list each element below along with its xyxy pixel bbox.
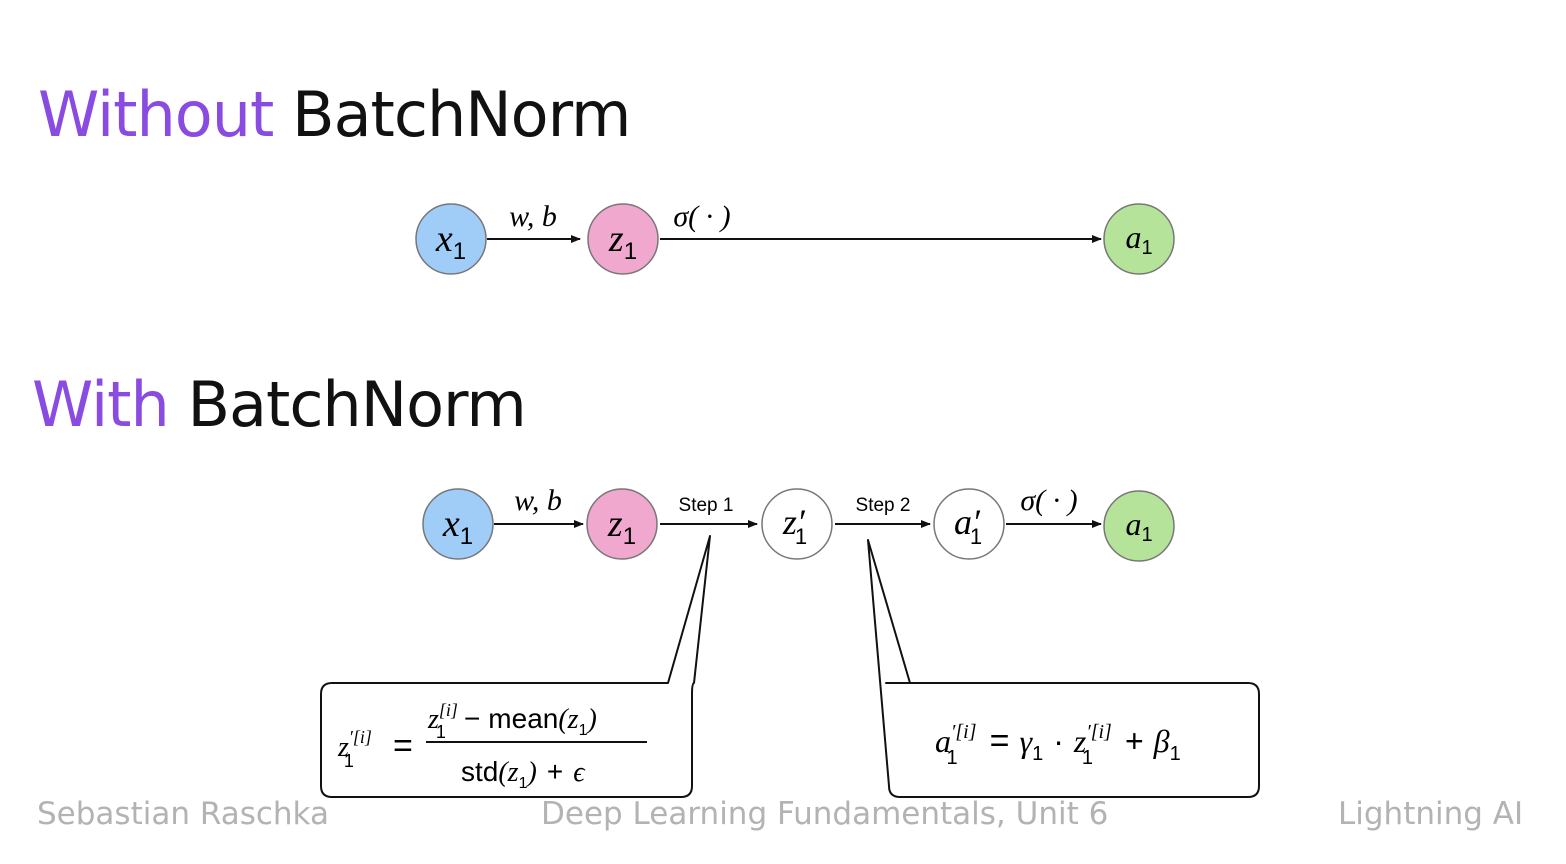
diagram-without-batchnorm: x1 z1 a1 w, b σ( · ): [415, 200, 1175, 275]
title-rest-word: BatchNorm: [292, 78, 631, 151]
title-accent-word: Without: [38, 78, 274, 151]
callout-step2-bubble: [867, 539, 1260, 798]
node-x1: [415, 203, 487, 275]
formula-step1-equals: =: [393, 727, 413, 765]
formula-step2: a′[i] 1 = γ1 · z′[i] 1 + β1: [935, 721, 1181, 769]
node-a1: [1103, 490, 1175, 562]
node-a1-prime-label: a′1: [954, 502, 982, 549]
callout-step1-bubble: [320, 535, 711, 798]
edge-label-weights-bias: w, b: [514, 484, 562, 517]
node-x1: [422, 488, 494, 560]
callout-step1: z′[i] 1 = z[i] 1− mean(z1) std(z1) + ϵ: [320, 535, 711, 798]
node-x1-label: x1: [442, 503, 473, 550]
node-z1: [586, 488, 658, 560]
footer-organization: Lightning AI: [1338, 796, 1524, 832]
edge-label-step1: Step 1: [679, 495, 734, 516]
formula-step1-denominator: std(z1) + ϵ: [461, 756, 586, 792]
footer-author: Sebastian Raschka: [37, 796, 329, 832]
edge-label-step2: Step 2: [856, 495, 911, 516]
node-a1-label: a1: [1125, 506, 1152, 546]
callout-step2: a′[i] 1 = γ1 · z′[i] 1 + β1: [867, 539, 1260, 798]
formula-step1-numerator: z[i] 1− mean(z1): [427, 700, 597, 742]
node-a1-label: a1: [1125, 219, 1152, 259]
title-rest-word: BatchNorm: [187, 368, 527, 441]
node-a1-prime: [933, 488, 1005, 560]
title-accent-word: With: [32, 368, 170, 441]
node-x1-label: x1: [435, 218, 466, 265]
node-z1-label: z1: [607, 503, 636, 550]
title-without-batchnorm: Without BatchNorm: [38, 78, 631, 151]
edge-label-weights-bias: w, b: [509, 200, 557, 233]
title-with-batchnorm: With BatchNorm: [32, 368, 527, 441]
node-z1-prime-label: z′1: [782, 502, 807, 549]
node-z1-label: z1: [608, 218, 637, 265]
footer-course-title: Deep Learning Fundamentals, Unit 6: [541, 796, 1109, 832]
edge-label-activation: σ( · ): [1020, 484, 1077, 517]
node-z1-prime: [761, 488, 833, 560]
formula-step1-lhs: z′[i] 1: [337, 727, 372, 771]
diagram-with-batchnorm: x1 z1 z′1 a′1 a1 w, b Step 1 Step 2 σ( ·…: [422, 484, 1175, 562]
edge-label-activation: σ( · ): [673, 200, 730, 233]
node-z1: [587, 203, 659, 275]
node-a1: [1103, 203, 1175, 275]
